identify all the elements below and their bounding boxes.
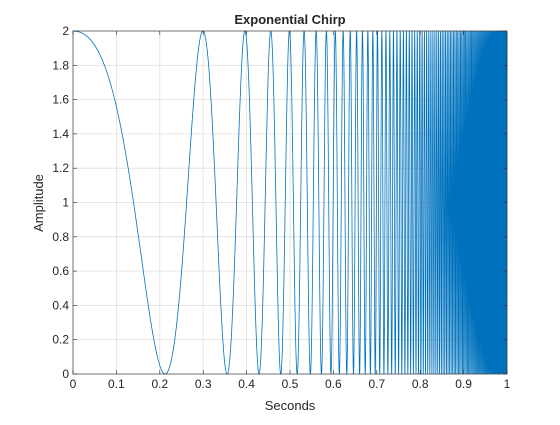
tick-labels: 0 0.1 0.2 0.3 0.4 0.5 0.6 0.7 0.8 0.9 1 0 0.2 0.4 0.6 0… — [52, 24, 510, 391]
x-tick-label: 0.8 — [412, 377, 429, 391]
y-tick-label: 1.2 — [52, 161, 69, 175]
y-tick-label: 0.2 — [52, 333, 69, 347]
series-layer — [72, 30, 508, 375]
x-tick-label: 1 — [504, 377, 511, 391]
y-tick-label: 1.6 — [52, 93, 69, 107]
x-tick-label: 0.6 — [325, 377, 342, 391]
y-tick-label: 1.4 — [52, 127, 69, 141]
x-axis-label: Seconds — [265, 398, 316, 413]
x-tick-label: 0.7 — [368, 377, 385, 391]
x-tick-label: 0.4 — [238, 377, 255, 391]
y-tick-label: 1 — [62, 196, 69, 210]
x-tick-label: 0.9 — [455, 377, 472, 391]
x-tick-label: 0.5 — [282, 377, 299, 391]
y-tick-label: 2 — [62, 24, 69, 38]
y-tick-label: 1.8 — [52, 58, 69, 72]
chirp-series-line — [72, 30, 508, 375]
y-axis-label: Amplitude — [31, 174, 46, 232]
y-tick-label: 0.6 — [52, 264, 69, 278]
x-tick-label: 0.3 — [195, 377, 212, 391]
tick-marks — [72, 30, 508, 375]
x-tick-label: 0.1 — [108, 377, 125, 391]
x-tick-label: 0.2 — [151, 377, 168, 391]
chart-title: Exponential Chirp — [234, 12, 345, 27]
y-tick-label: 0.4 — [52, 298, 69, 312]
y-tick-label: 0 — [62, 367, 69, 381]
x-tick-label: 0 — [70, 377, 77, 391]
y-tick-label: 0.8 — [52, 230, 69, 244]
